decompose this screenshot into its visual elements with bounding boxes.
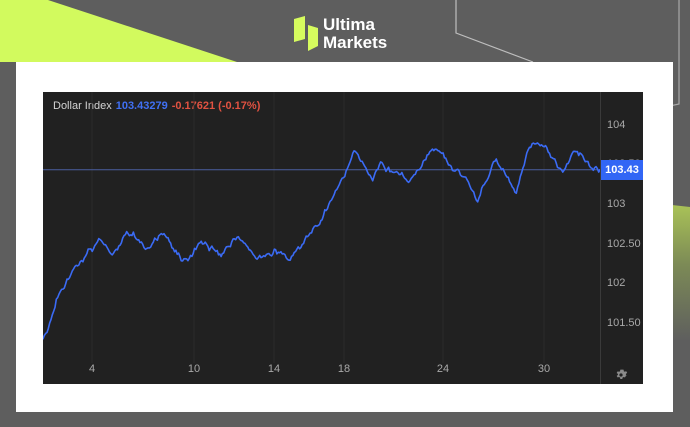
svg-text:Markets: Markets [323,33,387,52]
svg-text:Ultima: Ultima [323,15,376,34]
